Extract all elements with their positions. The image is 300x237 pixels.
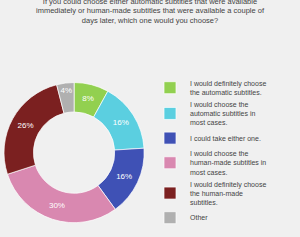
svg-text:8%: 8%	[82, 94, 94, 103]
svg-text:26%: 26%	[18, 121, 34, 130]
svg-text:If you could choose either aut: If you could choose either automatic sub…	[36, 0, 265, 25]
svg-text:30%: 30%	[49, 201, 65, 210]
svg-text:Other: Other	[190, 214, 208, 221]
svg-text:4%: 4%	[60, 86, 72, 95]
svg-text:I would choose theautomatic su: I would choose theautomatic subtitles in…	[190, 101, 255, 126]
svg-text:I would choose thehuman-made s: I would choose thehuman-made subtitles i…	[190, 150, 266, 175]
svg-text:16%: 16%	[113, 118, 129, 127]
svg-text:16%: 16%	[116, 172, 132, 181]
svg-text:I would definitely choosethe a: I would definitely choosethe automatic s…	[190, 80, 266, 96]
svg-text:I could take either one.: I could take either one.	[190, 135, 261, 142]
svg-text:I would definitely choosethe h: I would definitely choosethe human-mades…	[190, 181, 266, 206]
